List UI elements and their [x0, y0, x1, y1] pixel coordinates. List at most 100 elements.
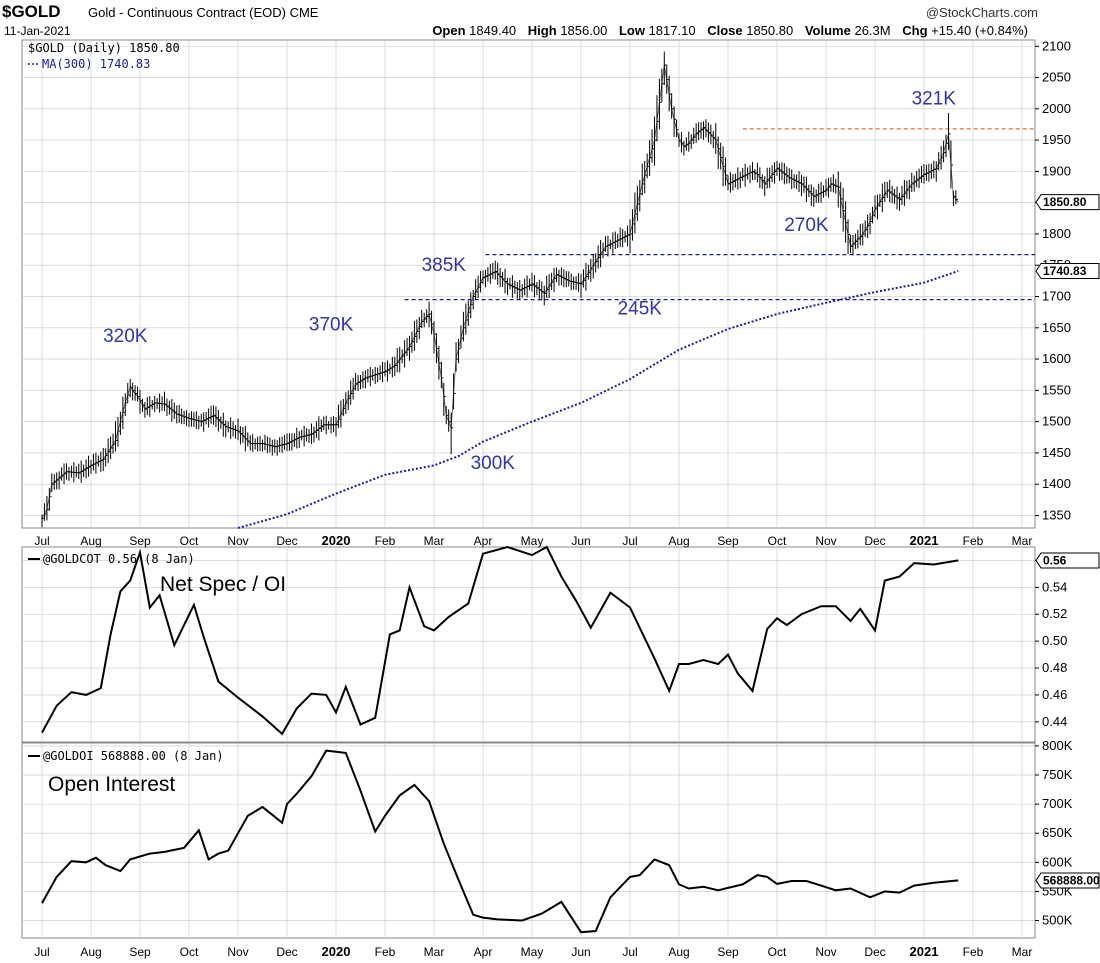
net-spec-panel[interactable]: 0.44 0.46 0.48 0.50 0.52 0.54 0.56 @GOLDCOT 0.5…	[21, 545, 1100, 743]
symbol-title: $GOLD	[2, 2, 61, 21]
month-label: Mar	[1012, 945, 1033, 959]
month-label: Jul	[34, 534, 49, 548]
month-label: Dec	[276, 945, 297, 959]
y-tick-label: 1450	[1042, 445, 1071, 460]
net-spec-title: Net Spec / OI	[160, 573, 286, 596]
month-label: Nov	[815, 945, 836, 959]
y-tick-label: 1500	[1042, 414, 1071, 429]
net-spec-line	[41, 545, 959, 736]
month-label: Feb	[963, 534, 984, 548]
y-tick-label: 0.46	[1042, 687, 1067, 702]
month-label: 2020	[322, 944, 351, 959]
y-tick-label: 1400	[1042, 476, 1071, 491]
month-label: Jul	[622, 534, 637, 548]
month-label: May	[521, 945, 544, 959]
month-label: Feb	[375, 534, 396, 548]
y-tick-label: 1550	[1042, 382, 1071, 397]
month-label: Dec	[276, 534, 297, 548]
chart-header: $GOLD Gold - Continuous Contract (EOD) C…	[0, 0, 1100, 40]
cot-legend: @GOLDCOT 0.56 (8 Jan)	[43, 552, 195, 566]
last-price-tag: 1850.80	[1043, 195, 1087, 209]
y-tick-label: 0.44	[1042, 714, 1067, 729]
y-tick-label: 2100	[1042, 38, 1071, 53]
y-tick-label: 0.54	[1042, 579, 1067, 594]
month-label: Oct	[180, 534, 199, 548]
month-label: Nov	[815, 534, 836, 548]
oi-annotation: 245K	[618, 299, 663, 320]
month-label: Dec	[864, 534, 885, 548]
month-label: Sep	[129, 945, 151, 959]
price-panel[interactable]: 1350140014501500155016001650170017501800…	[21, 38, 1100, 529]
price-line	[41, 64, 959, 519]
month-label: Jul	[622, 945, 637, 959]
open-label: Open	[432, 23, 466, 38]
y-tick-label: 1900	[1042, 163, 1071, 178]
month-label: Feb	[375, 945, 396, 959]
chart-date: 11-Jan-2021	[4, 24, 71, 38]
open-interest-line	[41, 749, 959, 934]
oi-annotation: 321K	[912, 88, 957, 109]
high-value: 1856.00	[560, 23, 608, 38]
oi-annotation: 320K	[103, 326, 148, 347]
y-tick-label: 650K	[1042, 825, 1073, 840]
symbol-description: Gold - Continuous Contract (EOD) CME	[88, 5, 319, 20]
y-tick-label: 1600	[1042, 351, 1071, 366]
month-label: 2021	[910, 944, 939, 959]
y-tick-label: 600K	[1042, 854, 1073, 869]
net-spec-value-tag-box	[1035, 552, 1100, 569]
y-tick-label: 750K	[1042, 767, 1073, 782]
y-tick-label: 0.48	[1042, 660, 1067, 675]
ohlc-stats: Open 1849.40 High 1856.00 Low 1817.10 Cl…	[424, 23, 1028, 38]
y-tick-label: 2050	[1042, 70, 1071, 85]
month-label: Oct	[180, 945, 199, 959]
net-spec-value-tag: 0.56	[1043, 553, 1067, 567]
price-legend: $GOLD (Daily) 1850.80	[28, 41, 180, 55]
y-tick-label: 1700	[1042, 289, 1071, 304]
y-tick-label: 800K	[1042, 738, 1073, 753]
month-label: Mar	[424, 945, 445, 959]
y-tick-label: 2000	[1042, 101, 1071, 116]
high-label: High	[527, 23, 557, 38]
close-value: 1850.80	[746, 23, 794, 38]
open-interest-value-tag-box	[1035, 872, 1100, 889]
oi-legend: @GOLDOI 568888.00 (8 Jan)	[43, 749, 224, 763]
month-label: Jun	[571, 945, 590, 959]
month-label: Sep	[717, 945, 739, 959]
y-tick-label: 700K	[1042, 796, 1073, 811]
panel-frame	[21, 39, 1036, 529]
month-label: Apr	[474, 945, 493, 959]
volume-value: 26.3M	[854, 23, 891, 38]
month-label: Nov	[227, 945, 248, 959]
stockcharts-brand[interactable]: @StockCharts.com	[925, 5, 1038, 20]
low-value: 1817.10	[648, 23, 696, 38]
month-label: Aug	[80, 945, 101, 959]
panel-frame	[21, 742, 1036, 939]
y-tick-label: 500K	[1042, 913, 1073, 928]
month-label: Jun	[571, 534, 590, 548]
month-label: Sep	[717, 534, 739, 548]
open-value: 1849.40	[469, 23, 517, 38]
month-label: 2021	[910, 533, 939, 548]
open-interest-title: Open Interest	[48, 773, 175, 796]
ma-value-tag-box	[1035, 262, 1100, 279]
month-label: Feb	[963, 945, 984, 959]
y-tick-label: 1800	[1042, 226, 1071, 241]
oi-annotation: 370K	[309, 314, 354, 335]
low-label: Low	[618, 23, 645, 38]
month-label: Jul	[34, 945, 49, 959]
last-price-tag-box	[1035, 194, 1100, 211]
month-label: Sep	[129, 534, 151, 548]
month-label: Aug	[668, 945, 689, 959]
open-interest-value-tag: 568888.00	[1043, 873, 1100, 887]
month-label: Mar	[424, 534, 445, 548]
month-label: Oct	[768, 534, 787, 548]
y-tick-label: 1350	[1042, 507, 1071, 522]
month-label: Aug	[668, 534, 689, 548]
close-label: Close	[707, 23, 743, 38]
month-label: 2020	[322, 533, 351, 548]
y-tick-label: 1650	[1042, 320, 1071, 335]
month-label: Nov	[227, 534, 248, 548]
month-label: Aug	[80, 534, 101, 548]
